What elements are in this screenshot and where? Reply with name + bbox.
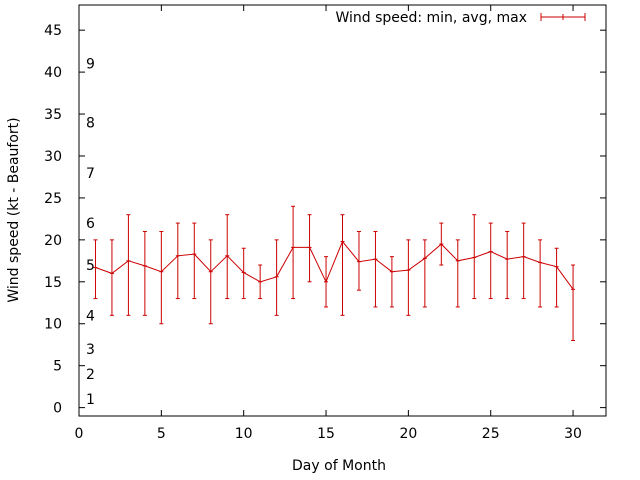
error-bar: [109, 239, 114, 316]
error-bar: [373, 230, 378, 308]
error-bar: [422, 239, 427, 308]
y-tick-label: 30: [44, 149, 62, 165]
error-bar: [225, 214, 230, 300]
beaufort-label: 6: [86, 216, 95, 232]
error-bar: [241, 247, 246, 300]
legend: Wind speed: min, avg, max: [335, 10, 586, 26]
y-tick-label: 5: [53, 359, 62, 375]
y-tick-label: 45: [44, 23, 62, 39]
error-bar: [571, 264, 576, 342]
beaufort-label: 8: [86, 115, 95, 131]
error-bar: [258, 264, 263, 300]
beaufort-label: 2: [86, 367, 95, 383]
y-tick-label: 20: [44, 233, 62, 249]
error-bar: [274, 239, 279, 316]
x-tick-label: 15: [317, 426, 335, 442]
y-tick-label: 35: [44, 107, 62, 123]
error-bar: [472, 214, 477, 300]
x-tick-label: 10: [235, 426, 253, 442]
error-bar: [340, 214, 345, 316]
error-bar: [175, 222, 180, 300]
error-bar: [488, 222, 493, 300]
error-bar: [521, 222, 526, 300]
y-tick-label: 10: [44, 317, 62, 333]
x-tick-label: 5: [157, 426, 166, 442]
error-bar: [554, 247, 559, 308]
y-tick-label: 0: [53, 401, 62, 417]
error-bar: [324, 256, 329, 308]
y-tick-labels: 0 5 10 15 20 25 30 35 40 45: [44, 23, 62, 416]
error-bar: [406, 239, 411, 316]
legend-label: Wind speed: min, avg, max: [335, 10, 527, 26]
axis-ticks: [78, 5, 606, 416]
x-tick-label: 20: [399, 426, 417, 442]
error-bar: [192, 222, 197, 300]
x-axis-label: Day of Month: [292, 458, 386, 474]
error-bar: [208, 239, 213, 325]
data-series: [93, 205, 576, 342]
error-bar: [291, 205, 296, 300]
beaufort-label: 3: [86, 342, 95, 358]
error-bar: [455, 239, 460, 308]
error-bar: [356, 230, 361, 291]
beaufort-label: 7: [86, 166, 95, 182]
error-bar: [307, 214, 312, 283]
x-tick-label: 0: [75, 426, 84, 442]
x-tick-label: 30: [564, 426, 582, 442]
error-bar: [93, 239, 98, 300]
beaufort-label: 5: [86, 258, 95, 274]
error-bar: [439, 222, 444, 266]
error-bar: [538, 239, 543, 308]
y-axis-label: Wind speed (kt - Beaufort): [6, 117, 22, 302]
error-bar: [505, 230, 510, 300]
beaufort-label: 9: [86, 57, 95, 73]
y-tick-label: 40: [44, 65, 62, 81]
x-tick-label: 25: [482, 426, 500, 442]
plot-frame: [78, 4, 607, 417]
error-bar: [126, 214, 131, 316]
beaufort-label: 4: [86, 308, 95, 324]
y-tick-label: 15: [44, 275, 62, 291]
y-tick-label: 25: [44, 191, 62, 207]
beaufort-scale: 1 2 3 4 5 6 7 8 9: [86, 57, 95, 409]
error-bar: [389, 256, 394, 308]
x-tick-labels: 0 5 10 15 20 25 30: [75, 426, 582, 442]
error-bar: [159, 230, 164, 325]
avg-line: [95, 240, 574, 290]
beaufort-label: 1: [86, 392, 95, 408]
error-bar: [142, 230, 147, 316]
